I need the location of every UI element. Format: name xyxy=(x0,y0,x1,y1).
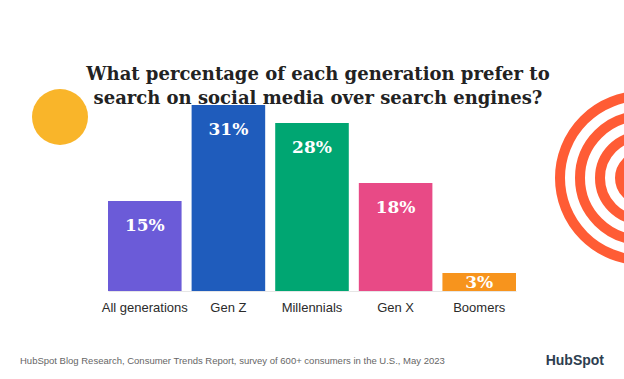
decoration-ring xyxy=(600,136,624,220)
bar xyxy=(275,123,349,291)
x-tick: Gen Z xyxy=(210,291,246,315)
data-label: 3% xyxy=(465,272,493,292)
decoration-ring xyxy=(580,116,624,240)
x-axis: All generations Gen Z Millennials Gen X Boom… xyxy=(102,291,517,315)
title: What percentage of each generation prefe… xyxy=(85,63,549,108)
x-tick-label: Gen Z xyxy=(210,300,246,315)
x-tick: All generations xyxy=(102,291,188,315)
data-label: 28% xyxy=(292,137,332,157)
bar xyxy=(359,183,433,291)
x-tick: Gen X xyxy=(377,291,414,315)
data-labels: 15% 31% 28% 18% 3% xyxy=(125,119,493,292)
data-label: 18% xyxy=(376,197,416,217)
data-label: 15% xyxy=(125,215,165,235)
decoration-rings xyxy=(560,96,624,260)
decoration-circle xyxy=(32,89,88,145)
x-tick: Boomers xyxy=(453,291,506,315)
x-tick-label: Gen X xyxy=(377,300,414,315)
x-tick-label: All generations xyxy=(102,300,188,315)
x-tick-label: Boomers xyxy=(453,300,506,315)
decoration-ring xyxy=(560,96,624,260)
source-note: HubSpot Blog Research, Consumer Trends R… xyxy=(20,355,445,366)
x-axis-line xyxy=(109,291,517,292)
bar xyxy=(192,105,266,291)
data-label: 31% xyxy=(208,119,248,139)
x-tick: Millennials xyxy=(282,291,343,315)
decoration-ring xyxy=(620,156,624,200)
bars xyxy=(108,105,516,291)
logo: HubSpot xyxy=(546,352,605,368)
x-tick-label: Millennials xyxy=(282,300,343,315)
bar xyxy=(108,201,182,291)
bar xyxy=(442,273,516,291)
chart: What percentage of each generation prefe… xyxy=(0,0,624,379)
